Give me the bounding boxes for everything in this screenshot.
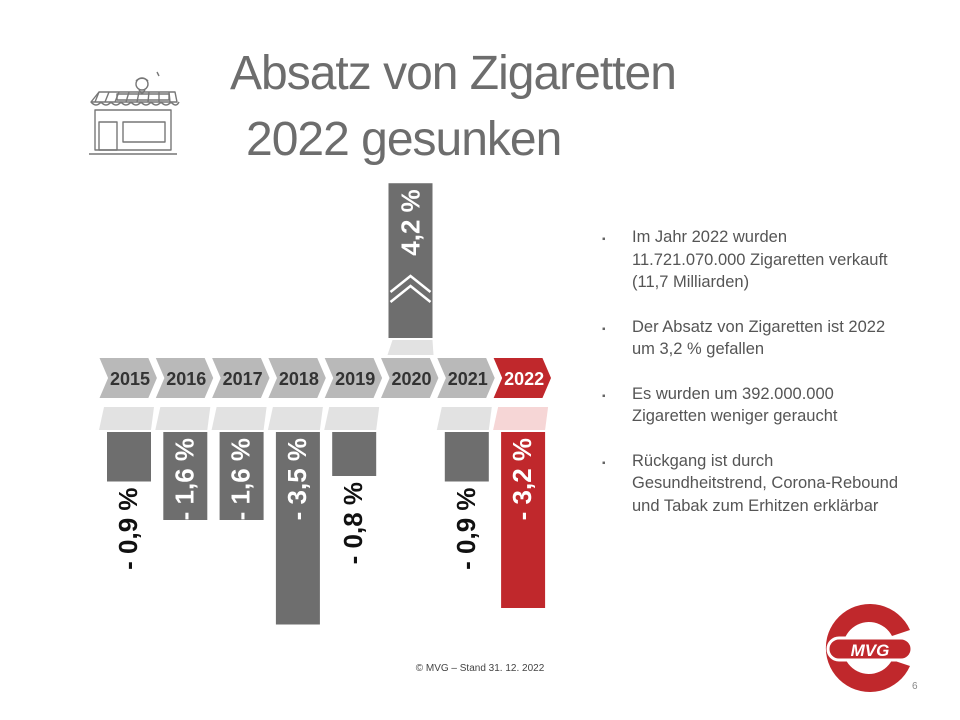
bullet-text: Es wurden um 392.000.000 Zigaretten weni… [632, 384, 838, 426]
bar-2018 [275, 432, 320, 625]
bar-2015 [107, 432, 151, 482]
value-label-2019: - 0,8 % [338, 482, 368, 564]
bullet-text: Im Jahr 2022 wurden 11.721.070.000 Zigar… [632, 228, 888, 291]
shop-icon [89, 71, 180, 155]
ribbon-segment-2015 [96, 356, 160, 400]
value-label-2017: - 1,6 % [226, 438, 256, 520]
ribbon-segment-2022 [490, 356, 554, 400]
year-label-2018: 2018 [279, 369, 319, 389]
page-title-line-1: Absatz von Zigaretten [230, 47, 677, 100]
page-number: 6 [912, 681, 918, 692]
bar-2017 [219, 432, 264, 520]
value-label-2015: - 0,9 % [113, 488, 143, 570]
bar-2021 [444, 432, 489, 482]
value-label-2018: - 3,5 % [282, 438, 312, 520]
bullet-item: ▪ Rückgang ist durch Gesundheitstrend, Co… [600, 450, 900, 518]
connector-2015 [99, 407, 154, 430]
value-label-2016: - 1,6 % [169, 438, 199, 520]
chevron-up-icon [389, 274, 432, 293]
year-label-2019: 2019 [335, 369, 375, 389]
bullet-item: ▪ Im Jahr 2022 wurden 11.721.070.000 Ziga… [600, 226, 900, 294]
bar-2022 [501, 432, 546, 608]
year-label-2020: 2020 [391, 369, 431, 389]
connector-2016 [155, 407, 211, 430]
page-title-line-2: 2022 gesunken [246, 113, 562, 166]
bullet-text: Der Absatz von Zigaretten ist 2022 um 3,… [632, 317, 886, 359]
connector-2017 [211, 407, 267, 430]
mvg-logo: MVG [825, 604, 914, 692]
ribbon-segment-2019 [321, 356, 385, 400]
bullet-marker: ▪ [602, 457, 606, 469]
ribbon-segment-2017 [209, 356, 272, 400]
bullet-marker: ▪ [602, 234, 606, 245]
footer-copyright: © MVG – Stand 31. 12. 2022 [415, 663, 545, 674]
year-label-2016: 2016 [166, 369, 206, 389]
connector-2020 [387, 340, 434, 355]
year-label-2022: 2022 [504, 369, 544, 389]
ribbon-segment-2021 [434, 356, 497, 400]
connector-2019 [324, 407, 380, 430]
logo-text: MVG [851, 641, 890, 660]
bullet-item: ▪ Es wurden um 392.000.000 Zigaretten wen… [600, 383, 900, 428]
ribbon-segment-2018 [265, 356, 328, 400]
value-label-2022: - 3,2 % [507, 438, 537, 520]
bullet-marker: ▪ [602, 323, 606, 335]
bullet-text: Rückgang ist durch Gesundheitstrend, Cor… [632, 451, 899, 515]
value-label-2020: 4,2 % [396, 189, 426, 256]
bar-2019 [332, 432, 377, 476]
bullet-marker: ▪ [602, 390, 606, 402]
year-label-2017: 2017 [223, 369, 263, 389]
connector-2021 [436, 407, 492, 430]
chevron-up-icon [389, 284, 432, 303]
bullet-list: ▪ Im Jahr 2022 wurden 11.721.070.000 Ziga… [600, 226, 900, 539]
bar-2016 [163, 432, 208, 520]
connector-2018 [267, 407, 323, 430]
bullet-item: ▪ Der Absatz von Zigaretten ist 2022 um 3… [600, 316, 900, 361]
bar-2020 [388, 183, 433, 338]
ribbon-segment-2016 [152, 356, 216, 400]
ribbon-segment-2020 [377, 356, 441, 400]
year-label-2021: 2021 [448, 369, 488, 389]
connector-2022 [493, 407, 549, 430]
value-label-2021: - 0,9 % [451, 488, 481, 570]
year-label-2015: 2015 [110, 369, 150, 389]
